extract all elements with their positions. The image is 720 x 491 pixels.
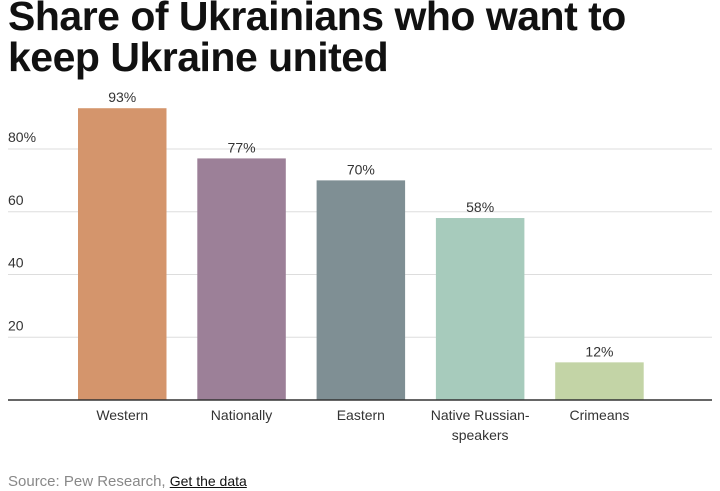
y-tick-label: 60 [8, 192, 24, 208]
y-tick-label: 80% [8, 129, 36, 145]
bar [78, 108, 167, 401]
data-label: 12% [585, 343, 613, 359]
source-note: Source: Pew Research, Get the data [8, 473, 247, 490]
bar-chart: 20 40 60 80% 93% Western 77% Nationally 70% Easte… [8, 89, 712, 443]
x-tick-label: Native Russian- [431, 407, 530, 423]
data-label: 93% [108, 89, 136, 105]
x-tick-label: speakers [452, 427, 509, 443]
x-tick-label: Eastern [337, 407, 385, 423]
data-label: 77% [228, 139, 256, 155]
get-data-link[interactable]: Get the data [169, 473, 247, 489]
bar [197, 158, 286, 400]
data-label: 70% [347, 161, 375, 177]
bar [555, 362, 644, 400]
y-tick-label: 40 [8, 255, 24, 271]
data-label: 58% [466, 199, 494, 215]
x-tick-label: Crimeans [569, 407, 629, 423]
chart-title: Share of Ukrainians who want to keep Ukr… [8, 0, 626, 80]
bar [316, 180, 406, 400]
x-tick-label: Nationally [211, 407, 272, 423]
y-tick-label: 20 [8, 317, 24, 333]
source-text: Source: Pew Research, [8, 473, 166, 490]
x-tick-label: Western [96, 407, 148, 423]
bar [435, 218, 525, 400]
